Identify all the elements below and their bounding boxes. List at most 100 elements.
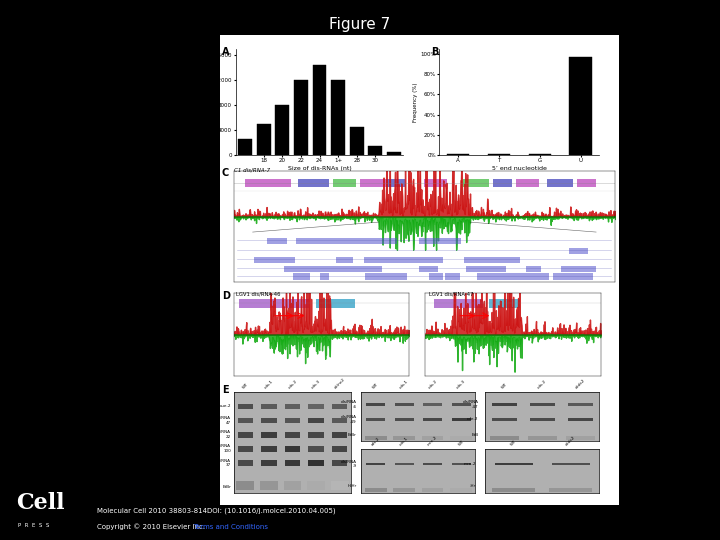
Bar — [570, 248, 588, 254]
Bar — [364, 257, 444, 263]
Bar — [256, 124, 271, 155]
Bar — [422, 436, 444, 440]
Bar — [423, 463, 442, 465]
Bar — [395, 463, 413, 465]
Bar — [546, 179, 573, 187]
Bar — [464, 257, 520, 263]
Bar — [294, 80, 308, 155]
Text: dis/RNA
22: dis/RNA 22 — [215, 430, 231, 439]
Text: EtB: EtB — [472, 433, 479, 437]
Bar — [466, 266, 505, 272]
Bar — [492, 403, 517, 406]
Bar — [239, 299, 309, 308]
Bar — [261, 404, 276, 409]
Bar — [284, 404, 300, 409]
Bar — [549, 488, 593, 492]
Bar — [561, 266, 596, 272]
Bar — [366, 273, 408, 280]
Bar — [434, 299, 483, 308]
Text: cds-3: cds-3 — [311, 380, 321, 390]
Bar — [261, 446, 276, 452]
Bar — [492, 418, 517, 421]
Bar — [552, 463, 590, 465]
Bar — [308, 460, 324, 466]
Bar — [308, 432, 324, 437]
Bar — [418, 266, 438, 272]
Bar — [552, 273, 593, 280]
Bar — [366, 418, 385, 421]
Text: mrn-2: mrn-2 — [464, 462, 476, 466]
Bar — [567, 418, 593, 421]
Bar — [462, 179, 490, 187]
Bar — [245, 179, 271, 187]
Text: WT: WT — [242, 383, 249, 390]
Bar — [423, 418, 442, 421]
Bar — [577, 179, 596, 187]
Bar — [451, 463, 470, 465]
X-axis label: 5’ end nucleotide: 5’ end nucleotide — [492, 166, 546, 171]
Text: C1 dis/RNA-7: C1 dis/RNA-7 — [233, 167, 270, 173]
Bar — [366, 403, 385, 406]
Text: WT: WT — [457, 439, 465, 447]
Text: dc/nc2: dc/nc2 — [333, 377, 346, 390]
Bar — [308, 446, 324, 452]
Bar — [271, 179, 291, 187]
Text: cde-2: cde-2 — [467, 417, 479, 421]
Bar — [296, 238, 397, 244]
Bar — [330, 481, 348, 490]
Text: dis/RNA
-6: dis/RNA -6 — [341, 400, 357, 409]
Text: dis/RNA
100: dis/RNA 100 — [215, 444, 231, 453]
Bar — [332, 404, 348, 409]
Bar — [489, 299, 521, 308]
Bar — [238, 404, 253, 409]
Bar — [526, 266, 541, 272]
Bar — [332, 418, 348, 423]
Text: Molecular Cell 2010 38803-814DOI: (10.1016/j.molcel.2010.04.005): Molecular Cell 2010 38803-814DOI: (10.10… — [97, 508, 336, 514]
Text: E: E — [222, 385, 228, 395]
Text: cds-1: cds-1 — [264, 380, 274, 390]
Bar — [254, 257, 294, 263]
Bar — [284, 446, 300, 452]
Bar — [299, 179, 329, 187]
Bar — [238, 418, 253, 423]
Bar — [450, 436, 472, 440]
Bar — [369, 146, 382, 155]
Bar — [423, 403, 442, 406]
X-axis label: Size of dis-RNAs (nt): Size of dis-RNAs (nt) — [287, 166, 351, 171]
Bar — [567, 403, 593, 406]
Bar — [450, 488, 472, 492]
Bar — [444, 273, 460, 280]
Bar — [332, 460, 348, 466]
Bar — [528, 154, 551, 155]
Bar — [238, 446, 253, 452]
Text: dis/RNA
-47: dis/RNA -47 — [462, 400, 479, 409]
Bar — [307, 481, 325, 490]
Bar — [424, 179, 447, 187]
Text: cue-2: cue-2 — [220, 404, 231, 408]
Bar — [393, 488, 415, 492]
Text: B: B — [431, 47, 438, 57]
Bar — [284, 266, 382, 272]
Text: LGV1 dis/RNA-47: LGV1 dis/RNA-47 — [429, 291, 474, 296]
Bar — [530, 403, 555, 406]
Text: P  R  E  S  S: P R E S S — [18, 523, 50, 528]
Bar — [267, 238, 287, 244]
Bar — [365, 488, 387, 492]
Y-axis label: Number of small RNAs: Number of small RNAs — [207, 71, 212, 133]
Text: A: A — [222, 47, 229, 57]
Bar — [350, 127, 364, 155]
Bar — [530, 418, 555, 421]
Bar — [333, 179, 356, 187]
Bar — [238, 460, 253, 466]
Text: cds-1: cds-1 — [399, 436, 410, 447]
Bar — [487, 154, 510, 155]
Text: dis/RNA
-49: dis/RNA -49 — [341, 415, 357, 423]
Bar — [359, 179, 386, 187]
Text: rds-2: rds-2 — [371, 436, 381, 447]
Text: dcdc2: dcdc2 — [575, 379, 586, 390]
Bar — [293, 273, 310, 280]
Text: WT: WT — [500, 383, 508, 390]
Bar — [419, 238, 461, 244]
Bar — [495, 463, 533, 465]
Bar — [395, 403, 413, 406]
